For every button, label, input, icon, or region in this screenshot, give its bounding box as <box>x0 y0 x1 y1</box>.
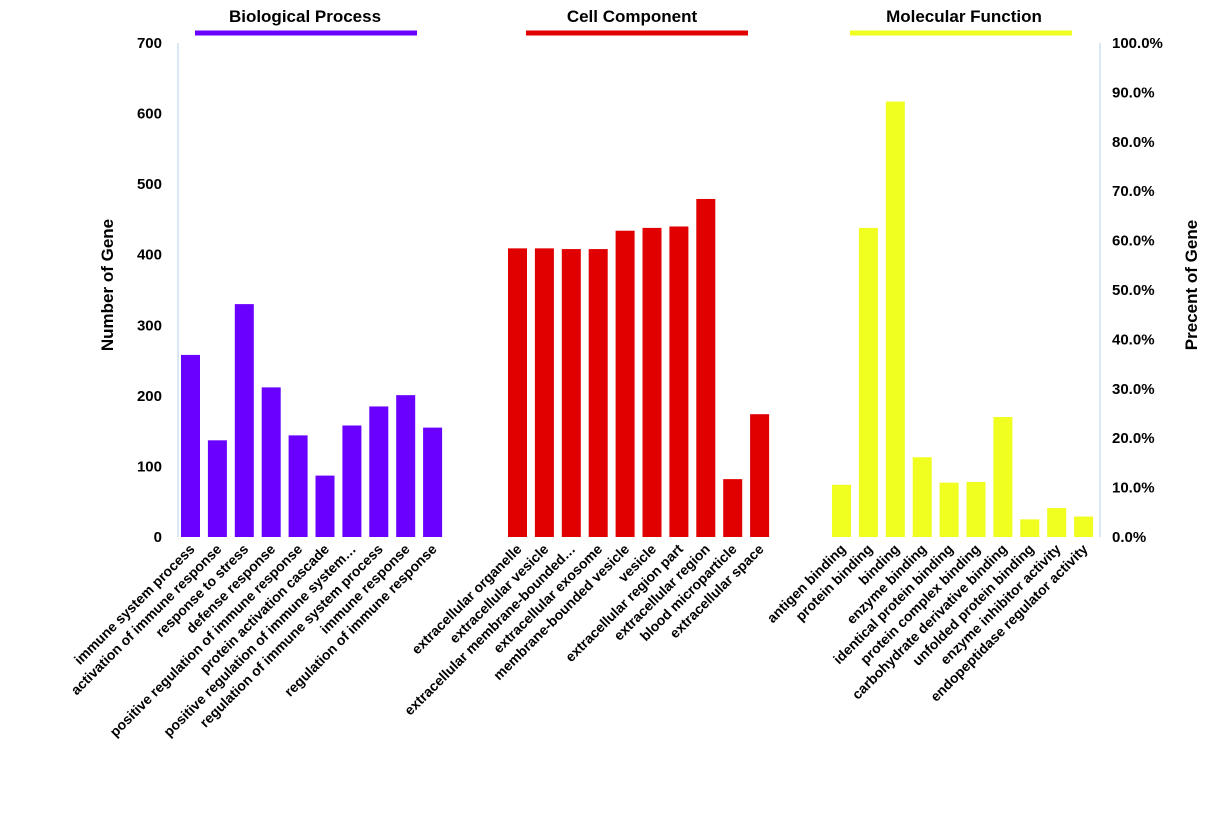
bar <box>181 354 200 537</box>
y2-axis-title: Precent of Gene <box>1182 220 1201 350</box>
bar <box>288 435 308 537</box>
y2-tick-label: 70.0% <box>1112 183 1155 200</box>
bar <box>396 395 416 537</box>
bar <box>912 457 932 537</box>
y-tick-label: 0 <box>154 529 162 546</box>
bar <box>561 249 581 537</box>
bar <box>588 249 608 537</box>
left-y-axis-ticks: 0 100 200 300 400 500 600 700 <box>137 35 162 546</box>
bar <box>696 198 716 537</box>
right-y-axis-ticks: 0.0% 10.0% 20.0% 30.0% 40.0% 50.0% 60.0% 70.0% 8… <box>1112 35 1163 546</box>
bar <box>858 227 878 537</box>
bar <box>642 227 662 537</box>
y2-tick-label: 0.0% <box>1112 529 1146 546</box>
bar <box>885 101 905 538</box>
bar <box>508 248 527 537</box>
bar <box>939 482 959 537</box>
bar <box>723 479 743 537</box>
bar <box>207 440 227 537</box>
y-tick-label: 100 <box>137 458 162 475</box>
y-tick-label: 200 <box>137 388 162 405</box>
bar <box>615 230 635 537</box>
bar <box>1074 516 1094 537</box>
bar <box>750 414 770 537</box>
y2-tick-label: 10.0% <box>1112 480 1155 497</box>
y2-tick-label: 20.0% <box>1112 430 1155 447</box>
y2-tick-label: 80.0% <box>1112 134 1155 151</box>
bar <box>1020 519 1040 537</box>
bar <box>534 248 554 537</box>
bar <box>669 226 689 537</box>
y-tick-label: 600 <box>137 106 162 123</box>
y-axis-title: Number of Gene <box>98 219 117 351</box>
y-tick-label: 400 <box>137 247 162 264</box>
y2-tick-label: 100.0% <box>1112 35 1163 52</box>
y2-tick-label: 90.0% <box>1112 84 1155 101</box>
bar <box>993 417 1013 537</box>
y2-tick-label: 40.0% <box>1112 331 1155 348</box>
bar <box>234 304 254 537</box>
y2-tick-label: 50.0% <box>1112 282 1155 299</box>
bar <box>369 406 389 537</box>
bar <box>423 427 443 537</box>
y-tick-label: 700 <box>137 35 162 52</box>
y-tick-label: 300 <box>137 317 162 334</box>
bar <box>966 481 986 537</box>
group-title: Cell Component <box>567 7 698 26</box>
group-title: Molecular Function <box>886 7 1042 26</box>
group-title: Biological Process <box>229 7 381 26</box>
bar <box>261 387 281 537</box>
bar <box>1047 508 1067 537</box>
y2-tick-label: 30.0% <box>1112 381 1155 398</box>
y2-tick-label: 60.0% <box>1112 233 1155 250</box>
bar <box>315 475 335 537</box>
bar <box>832 484 851 537</box>
y-tick-label: 500 <box>137 176 162 193</box>
bar <box>342 425 362 537</box>
